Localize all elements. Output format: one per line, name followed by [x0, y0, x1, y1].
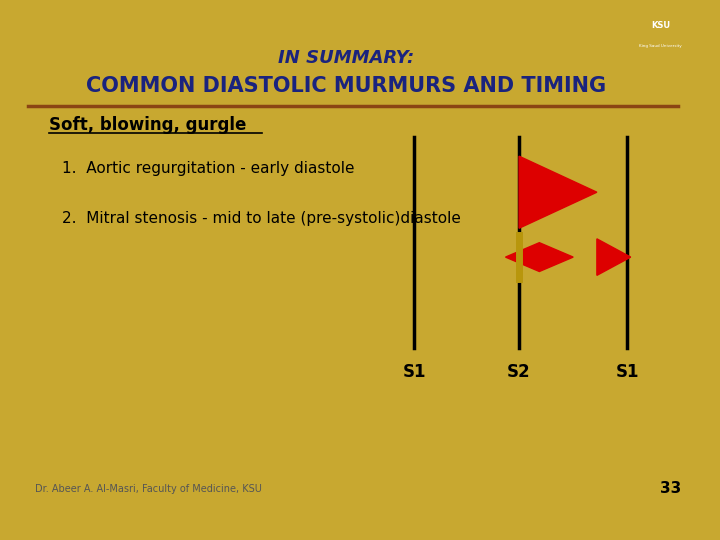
Text: KSU: KSU	[651, 22, 670, 30]
Text: Dr. Abeer A. Al-Masri, Faculty of Medicine, KSU: Dr. Abeer A. Al-Masri, Faculty of Medici…	[35, 484, 262, 494]
Text: S1: S1	[616, 363, 639, 381]
Polygon shape	[505, 242, 573, 272]
Text: 1.  Aortic regurgitation - early diastole: 1. Aortic regurgitation - early diastole	[62, 161, 355, 176]
Text: IN SUMMARY:: IN SUMMARY:	[279, 49, 415, 66]
Text: S1: S1	[402, 363, 426, 381]
Polygon shape	[519, 156, 597, 228]
Polygon shape	[597, 239, 631, 275]
Text: 2.  Mitral stenosis - mid to late (pre-systolic)diastole: 2. Mitral stenosis - mid to late (pre-sy…	[62, 211, 461, 226]
Text: COMMON DIASTOLIC MURMURS AND TIMING: COMMON DIASTOLIC MURMURS AND TIMING	[86, 77, 606, 97]
Text: S2: S2	[507, 363, 531, 381]
Text: King Saud University: King Saud University	[639, 44, 682, 49]
Text: 33: 33	[660, 481, 681, 496]
Text: Soft, blowing, gurgle: Soft, blowing, gurgle	[49, 116, 246, 134]
